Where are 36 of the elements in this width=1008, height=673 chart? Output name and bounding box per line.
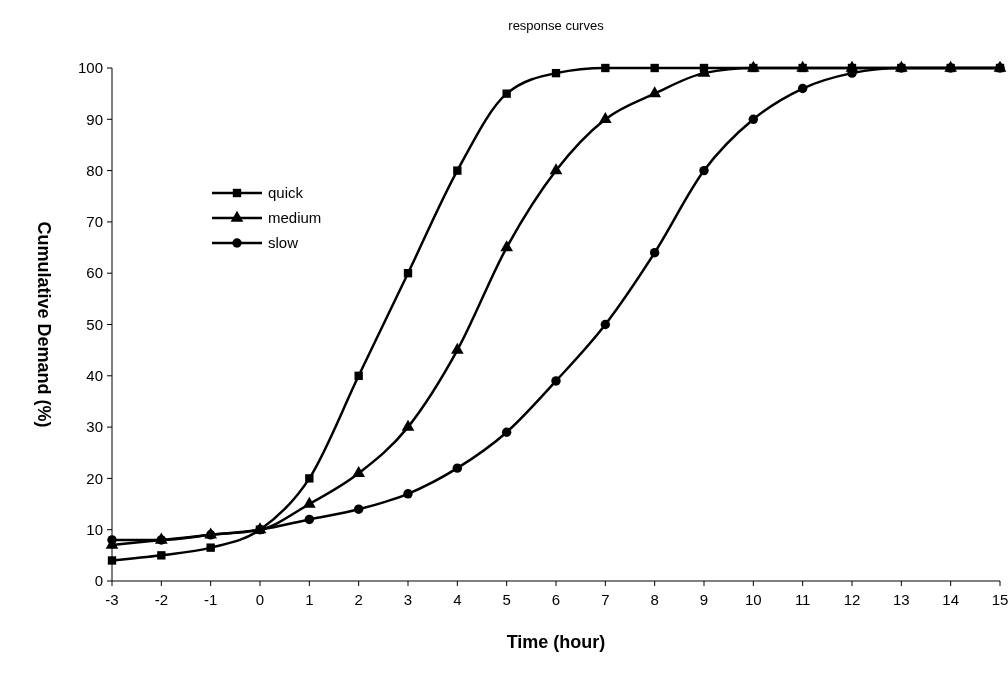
x-tick-label: 15 bbox=[991, 591, 1008, 608]
legend-label: quick bbox=[268, 184, 304, 202]
x-axis-title: Time (hour) bbox=[506, 632, 606, 652]
y-tick-label: 70 bbox=[86, 213, 103, 231]
x-tick-label: 11 bbox=[794, 591, 811, 608]
y-tick-label: 0 bbox=[94, 572, 103, 590]
y-tick-label: 30 bbox=[86, 418, 103, 436]
legend-label: slow bbox=[268, 234, 299, 252]
y-tick-label: 80 bbox=[86, 161, 103, 179]
x-tick-label: -1 bbox=[203, 591, 218, 608]
x-tick-label: 9 bbox=[699, 591, 709, 608]
x-tick-label: 14 bbox=[942, 591, 960, 608]
y-tick-label: 100 bbox=[77, 59, 103, 77]
y-axis-title: Cumulative Demand (%) bbox=[34, 221, 54, 428]
x-tick-label: 4 bbox=[453, 591, 462, 608]
x-tick-label: 1 bbox=[305, 591, 314, 608]
y-tick-label: 90 bbox=[86, 110, 103, 128]
x-tick-label: 2 bbox=[354, 591, 363, 608]
x-tick-label: 0 bbox=[255, 591, 265, 608]
y-tick-label: 10 bbox=[86, 520, 103, 538]
y-tick-label: 40 bbox=[86, 367, 103, 385]
x-tick-label: -3 bbox=[105, 591, 119, 608]
x-tick-label: -2 bbox=[154, 591, 169, 608]
x-tick-label: 3 bbox=[403, 591, 413, 608]
y-tick-label: 60 bbox=[86, 264, 103, 282]
x-tick-label: 6 bbox=[551, 591, 561, 608]
y-tick-label: 20 bbox=[86, 469, 103, 487]
y-tick-label: 50 bbox=[86, 315, 103, 333]
legend-label: medium bbox=[268, 209, 322, 227]
x-tick-label: 10 bbox=[744, 591, 762, 608]
x-tick-label: 5 bbox=[502, 591, 511, 608]
chart-title: response curves bbox=[508, 18, 605, 33]
x-tick-label: 8 bbox=[650, 591, 659, 608]
x-tick-label: 13 bbox=[892, 591, 910, 608]
x-tick-label: 7 bbox=[601, 591, 610, 608]
x-tick-label: 12 bbox=[843, 591, 861, 608]
